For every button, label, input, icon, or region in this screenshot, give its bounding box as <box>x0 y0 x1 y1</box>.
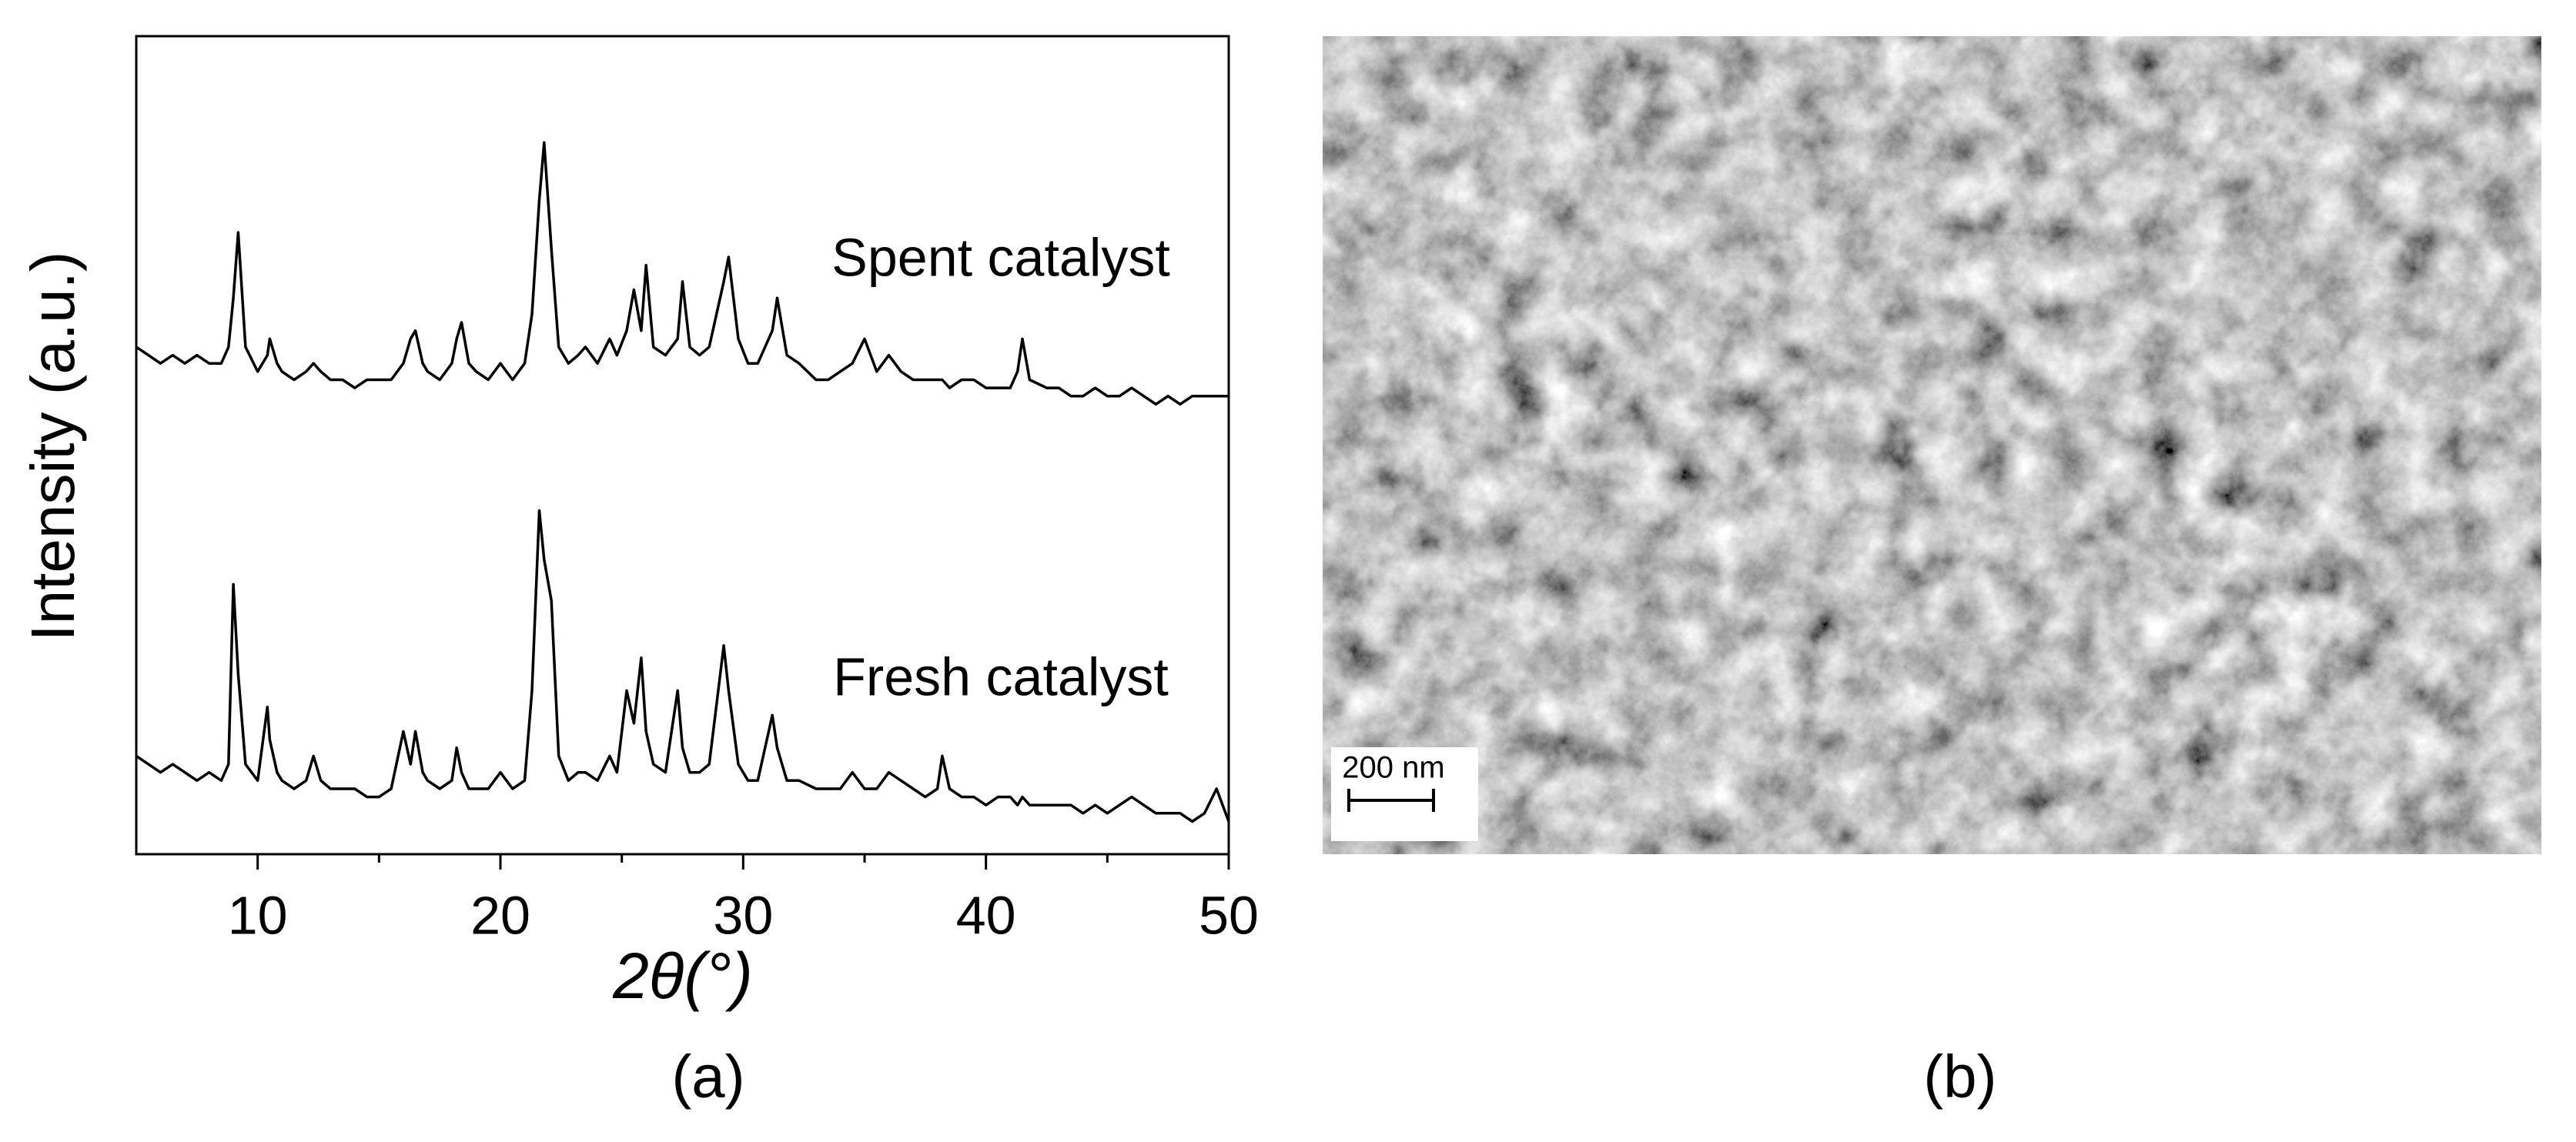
series-label: Fresh catalyst <box>833 646 1169 706</box>
x-tick-label: 20 <box>470 885 530 945</box>
x-tick-label: 10 <box>228 885 288 945</box>
x-tick-label: 40 <box>956 885 1016 945</box>
x-tick-label: 30 <box>713 885 773 945</box>
y-axis-label: Intensity (a.u.) <box>18 252 87 642</box>
scale-bar-label: 200 nm <box>1342 751 1444 785</box>
x-axis-label: 2θ(°) <box>612 940 753 1012</box>
xrd-line <box>135 141 1229 406</box>
sem-image: 200 nm <box>1323 36 2541 854</box>
scale-bar-box <box>1331 747 1478 841</box>
x-tick-label: 50 <box>1199 885 1259 945</box>
panel-label: (a) <box>671 1043 744 1110</box>
panel-label: (b) <box>1923 1043 1996 1110</box>
plot-frame <box>135 35 1230 856</box>
xrd-line <box>135 509 1230 823</box>
series-label: Spent catalyst <box>831 227 1170 287</box>
sem-texture <box>1323 36 2541 854</box>
